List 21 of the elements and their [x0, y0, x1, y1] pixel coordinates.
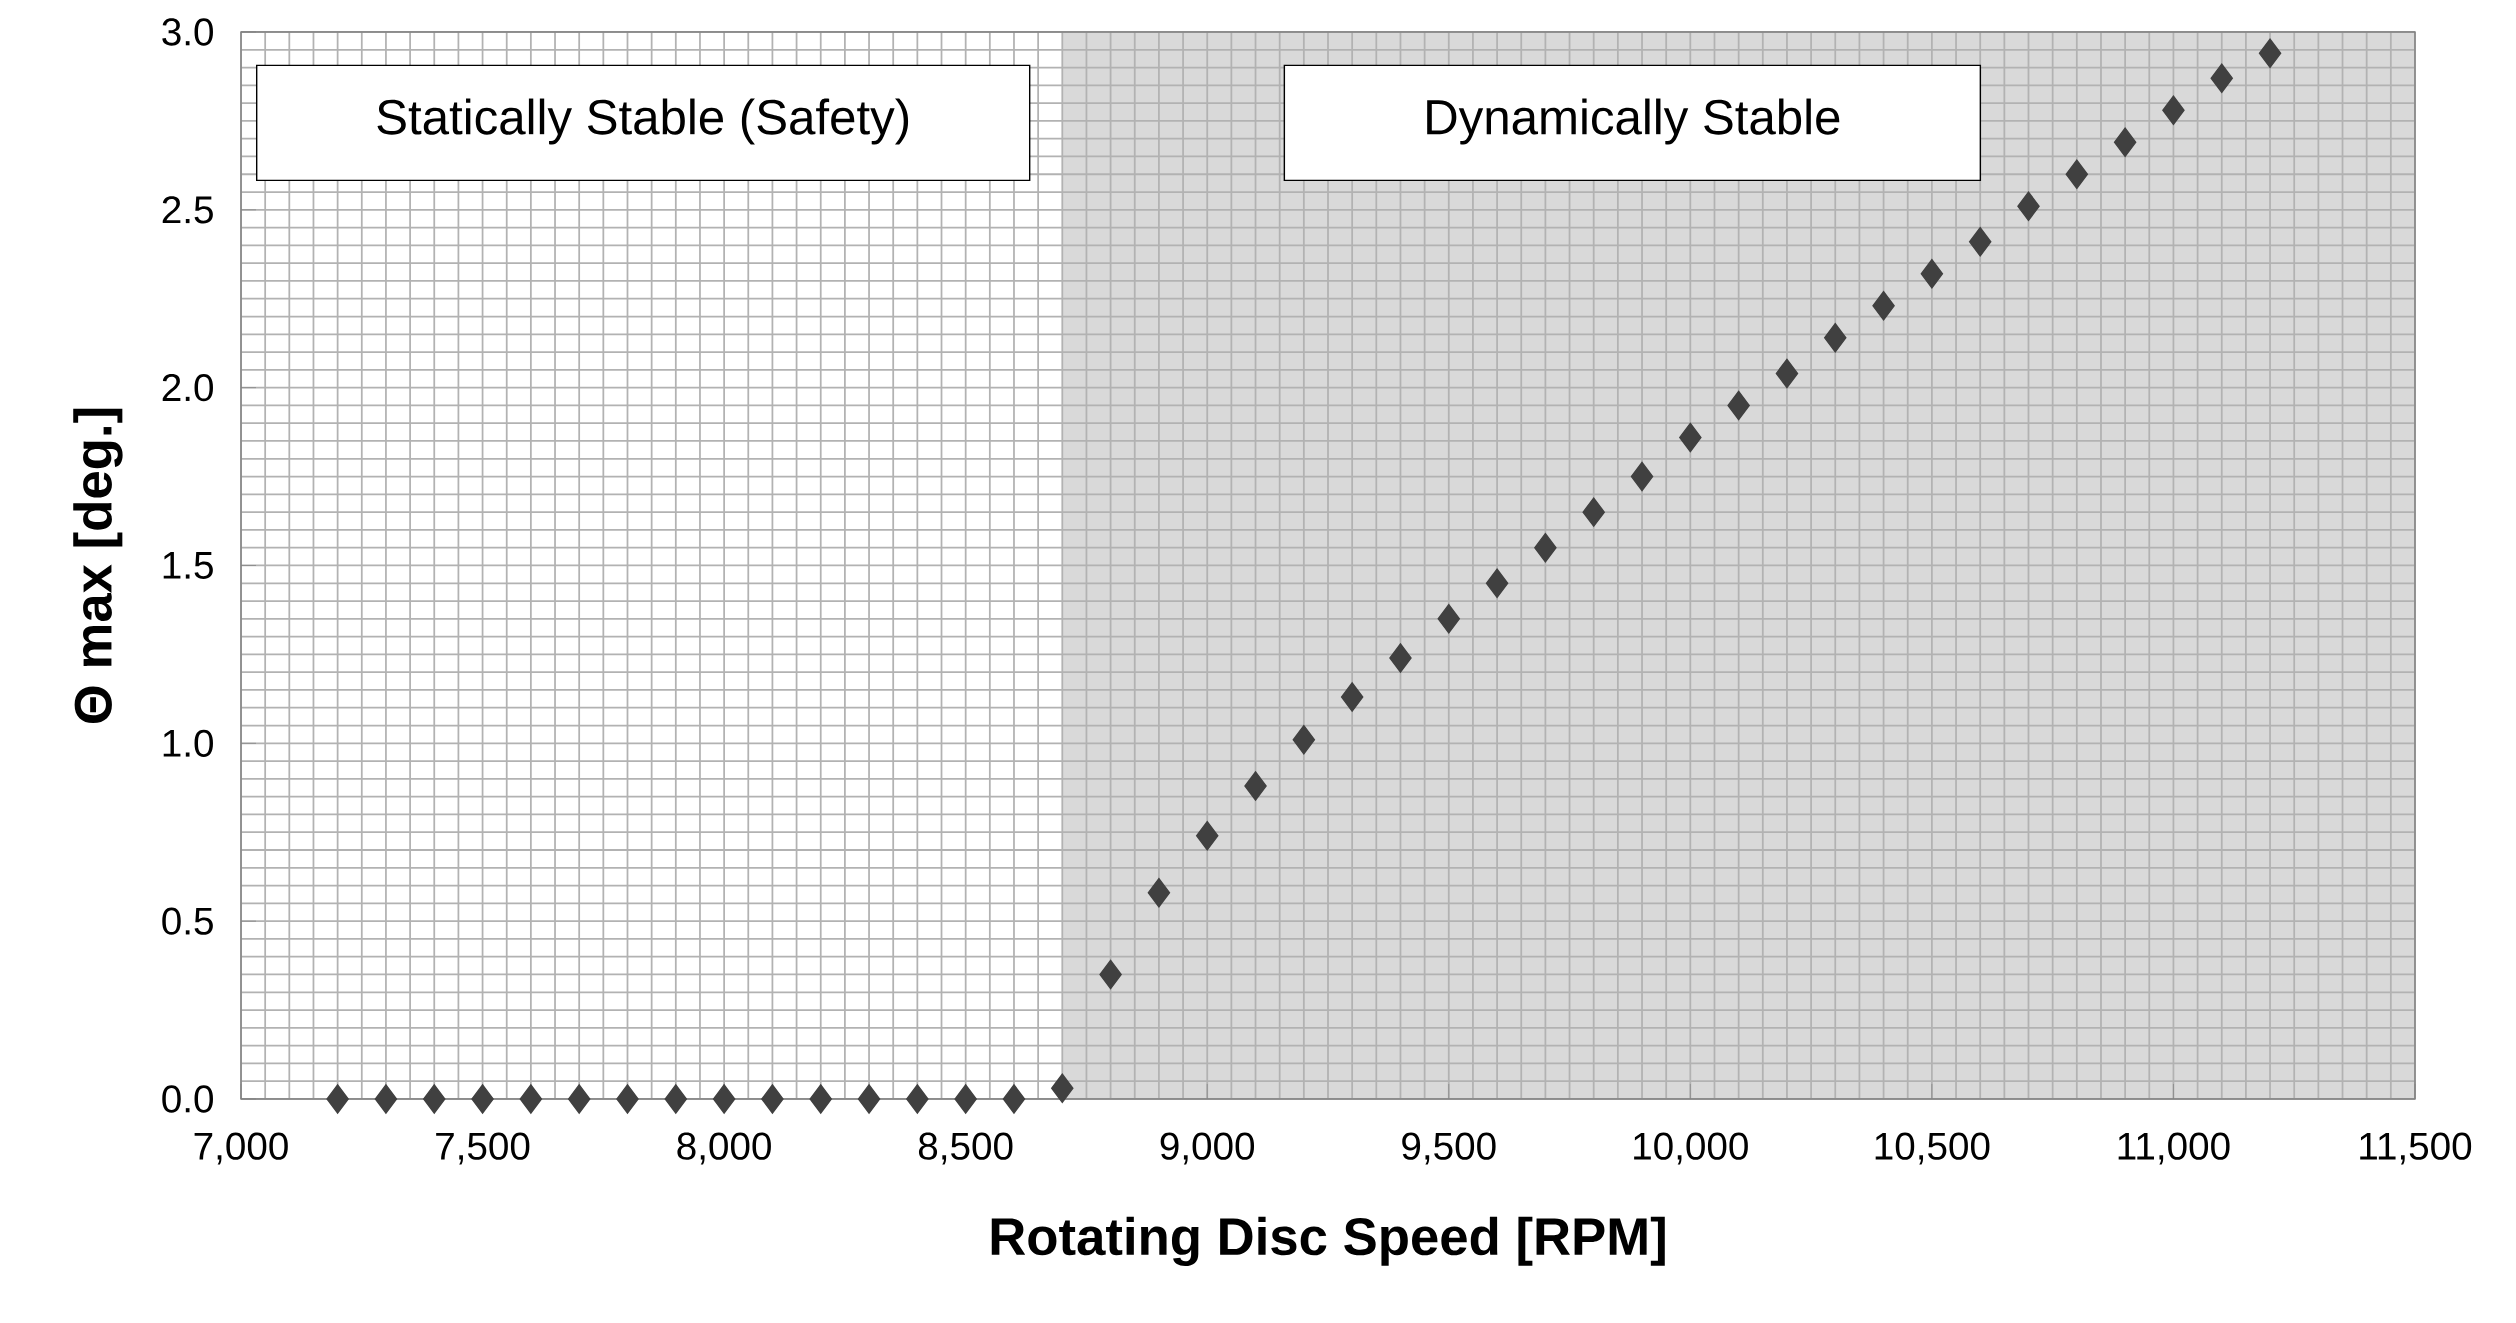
y-axis-title: Θ max [deg.]	[73, 408, 123, 723]
band-label: Dynamically Stable	[1427, 98, 1840, 145]
x-tick-label: 10,500	[1875, 1132, 1990, 1165]
x-tick-label: 8,500	[918, 1132, 1013, 1165]
y-tick-label: 1.0	[163, 729, 213, 758]
x-tick-label: 9,000	[1160, 1132, 1255, 1165]
y-tick-label: 1.5	[163, 552, 213, 579]
y-tick-label: 0.0	[162, 1085, 213, 1113]
x-tick-label: 8,000	[677, 1132, 771, 1165]
y-tick-label: 0.5	[162, 907, 213, 935]
annotation: Statically Stable (Safety)	[377, 98, 909, 145]
x-tick-label: 7,000	[194, 1132, 288, 1165]
x-axis-title: Rotating Disc Speed [RPM]	[991, 1216, 1665, 1267]
y-tick-label: 2.5	[162, 196, 213, 224]
x-tick-label: 9,500	[1402, 1132, 1496, 1165]
y-tick-label: 3.0	[162, 18, 213, 46]
x-tick-label: 7,500	[436, 1132, 530, 1165]
x-tick-label: 10,000	[1634, 1132, 1748, 1165]
y-tick-label: 2.0	[162, 374, 213, 402]
x-tick-label: 11,000	[2118, 1132, 2230, 1165]
x-tick-label: 11,500	[2360, 1132, 2472, 1165]
